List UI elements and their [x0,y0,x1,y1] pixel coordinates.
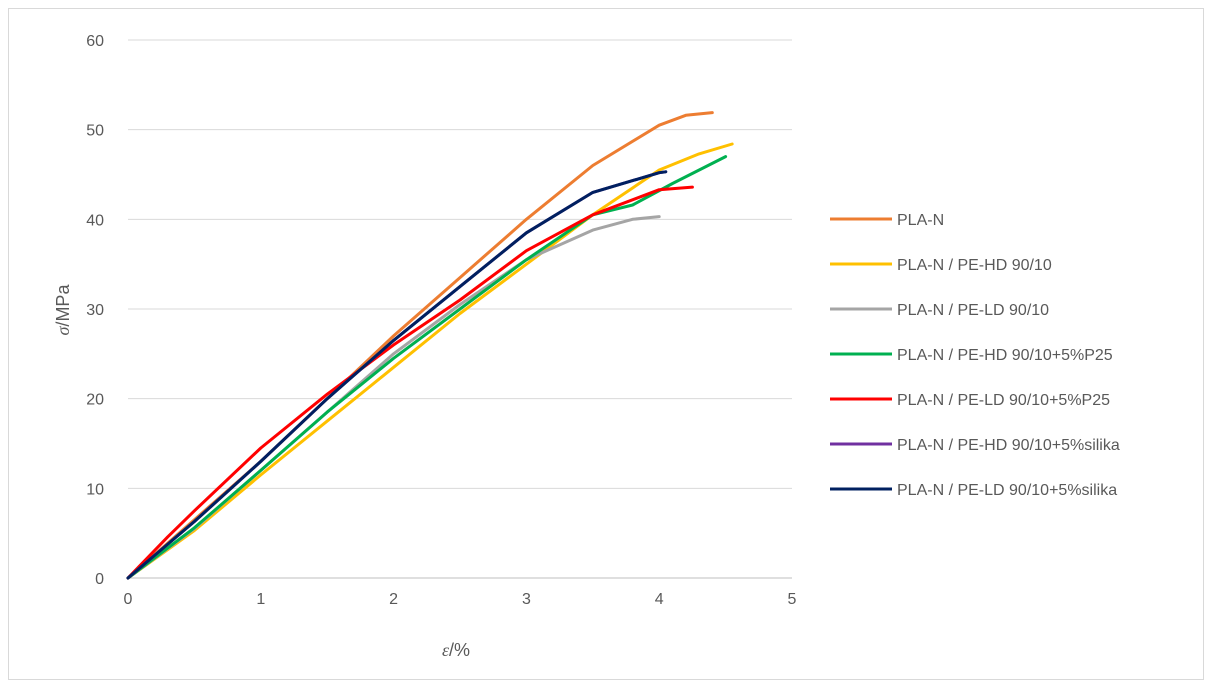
legend-item: PLA-N [830,212,944,229]
legend-label: PLA-N / PE-LD 90/10+5%silika [897,482,1117,499]
x-tick-label: 3 [522,591,531,608]
legend-label: PLA-N / PE-LD 90/10 [897,302,1049,319]
y-axis-label: σ/MPa [53,284,73,336]
y-tick-label: 10 [86,481,104,498]
legend-label: PLA-N / PE-HD 90/10+5%silika [897,437,1120,454]
series-line-2 [126,142,734,580]
x-tick-label: 1 [256,591,265,608]
legend-item: PLA-N / PE-LD 90/10 [830,302,1049,319]
y-tick-label: 30 [86,302,104,319]
y-tick-label: 0 [95,571,104,588]
x-tick-label: 2 [389,591,398,608]
x-tick-labels: 0 1 2 3 4 5 [124,591,797,608]
legend: PLA-N PLA-N / PE-HD 90/10 PLA-N / PE-LD 90… [830,212,1120,499]
legend-item: PLA-N / PE-LD 90/10+5%P25 [830,392,1110,409]
series-line-7 [126,170,668,580]
legend-label: PLA-N / PE-LD 90/10+5%P25 [897,392,1110,409]
legend-label: PLA-N / PE-HD 90/10 [897,257,1052,274]
legend-label: PLA-N / PE-HD 90/10+5%P25 [897,347,1113,364]
y-tick-label: 50 [86,123,104,140]
y-tick-label: 40 [86,212,104,229]
y-tick-label: 60 [86,33,104,50]
legend-item: PLA-N / PE-HD 90/10+5%silika [830,437,1120,454]
y-tick-labels: 0 10 20 30 40 50 60 [86,33,104,588]
series-lines [126,111,734,580]
series-line-4 [126,155,728,580]
legend-item: PLA-N / PE-LD 90/10+5%silika [830,482,1117,499]
series-line-3 [126,215,661,580]
series-line-5 [126,185,694,580]
legend-item: PLA-N / PE-HD 90/10+5%P25 [830,347,1113,364]
legend-item: PLA-N / PE-HD 90/10 [830,257,1052,274]
x-axis-label: ε/% [442,640,470,660]
legend-label: PLA-N [897,212,944,229]
x-tick-label: 4 [655,591,664,608]
x-tick-label: 0 [124,591,133,608]
y-tick-label: 20 [86,392,104,409]
chart-frame [8,8,1204,680]
x-tick-label: 5 [788,591,797,608]
